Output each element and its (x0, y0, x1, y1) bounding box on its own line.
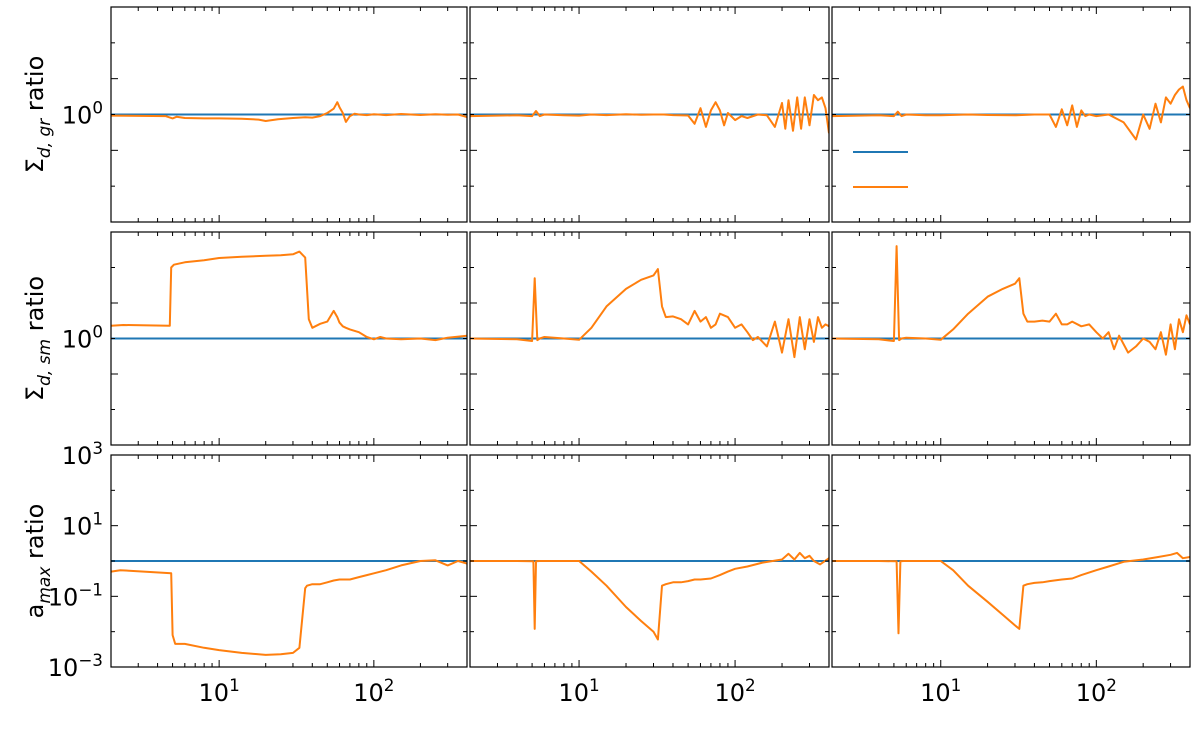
y-tick-label: 100 (62, 97, 103, 129)
panel-r3-c2 (469, 454, 830, 668)
x-tick-label: 102 (353, 675, 394, 707)
y-tick-label: 103 (62, 438, 103, 470)
x-tick-label: 101 (920, 675, 961, 707)
panel-r2-c2 (469, 231, 830, 446)
y-tick-label: 10−1 (48, 579, 103, 611)
panel-r2-c1 (110, 231, 468, 446)
series-line-burst (111, 101, 467, 123)
series-line-burst (470, 551, 829, 641)
series-line-burst (470, 94, 829, 134)
panel-r1-c1 (110, 6, 468, 223)
x-tick-label: 101 (558, 675, 599, 707)
panel-r1-c2 (469, 6, 830, 223)
panel-r3-c1 (110, 454, 468, 668)
series-line-burst (832, 85, 1190, 141)
panel-r3-c3 (831, 454, 1191, 668)
y-tick-label: 101 (62, 509, 103, 541)
series-line-burst (470, 268, 829, 359)
series-line-burst (111, 250, 467, 342)
legend (853, 151, 908, 188)
x-tick-label: 102 (714, 675, 755, 707)
x-tick-label: 102 (1076, 675, 1117, 707)
y-axis-label: Σd, gr ratio (21, 56, 55, 174)
panel-r1-c3 (831, 6, 1191, 223)
series-line-burst (111, 559, 467, 656)
y-axis-label: Σd, sm ratio (21, 276, 55, 401)
x-tick-label: 101 (199, 675, 240, 707)
series-line-burst (832, 245, 1190, 356)
series-line-burst (832, 551, 1190, 635)
y-tick-label: 100 (62, 321, 103, 353)
panel-r2-c3 (831, 231, 1191, 446)
y-axis-label: amax ratio (21, 504, 55, 619)
y-tick-label: 10−3 (48, 650, 103, 682)
